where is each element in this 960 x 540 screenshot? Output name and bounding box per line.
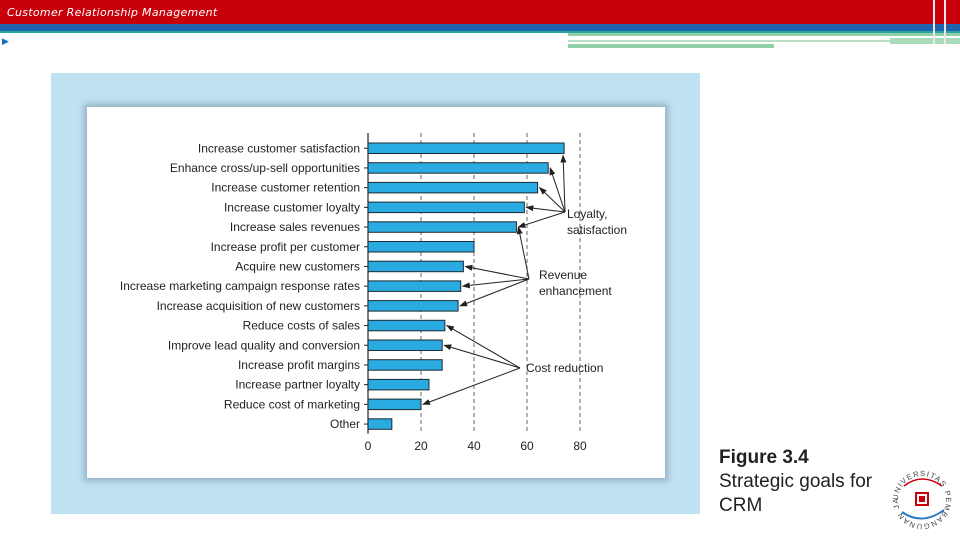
annotation-arrow [445,325,521,369]
bullet-arrow-icon: ▶ [2,36,9,46]
chart-card: Increase customer satisfaction Enhance cr… [87,107,665,478]
figure-number: Figure 3.4 [719,447,809,468]
annotation-arrow [525,205,566,213]
x-tick-label: 80 [573,439,587,453]
annotation-line: enhancement [539,284,612,298]
annotation-arrow [422,367,521,405]
header-teal-stripe [0,31,960,33]
bar [367,181,539,194]
figure-caption: Figure 3.4 Strategic goals for CRM [719,446,909,518]
annotation-arrow [517,211,566,228]
bar [367,418,393,430]
category-label: Increase profit margins [238,358,360,372]
annotation-line: Loyalty, [567,207,607,221]
annotation-arrow [459,278,530,307]
bar [367,201,525,214]
bar [367,378,430,391]
x-tick-label: 20 [414,439,428,453]
category-label: Increase partner loyalty [235,378,360,392]
bar [367,300,459,312]
category-label: Reduce cost of marketing [224,397,360,411]
annotation-arrow [538,186,566,213]
category-label: Enhance cross/up-sell opportunities [170,161,360,175]
x-tick-label: 0 [365,439,372,453]
annotation-line: Revenue [539,268,587,282]
category-label: Improve lead quality and conversion [168,338,360,352]
annotation-label: Cost reduction [526,361,603,375]
annotation-label: Loyalty, satisfaction [567,207,627,237]
header-blue-band [0,24,960,33]
bar-chart: Increase customer satisfaction Enhance cr… [120,133,627,453]
annotation-arrow [443,344,521,369]
decor-line [568,40,890,42]
bar [367,241,475,253]
bar [367,162,549,174]
decor-vertical-line [944,0,946,44]
category-label: Acquire new customers [235,259,360,273]
category-label: Increase marketing campaign response rat… [120,279,360,293]
decor-line [568,33,960,36]
figure-title: Strategic goals for CRM [719,471,873,516]
category-label: Increase sales revenues [230,220,360,234]
header-bar: Customer Relationship Management [0,0,960,24]
annotation-arrow [464,264,530,280]
decor-line [890,38,960,44]
bar [367,319,446,332]
category-label: Other [330,417,360,431]
category-label: Increase customer loyalty [224,200,360,214]
annotation-arrow [549,167,566,213]
annotation-arrow [461,278,530,289]
x-tick-label: 60 [520,439,534,453]
bar [367,398,422,411]
annotation-arrow [516,226,530,280]
bar [367,280,462,292]
annotation-label: Revenue enhancement [539,268,612,298]
category-label: Increase acquisition of new customers [157,299,360,313]
category-label: Increase customer satisfaction [198,141,360,155]
bar [367,359,443,371]
bar [367,221,517,233]
annotation-line: satisfaction [567,223,627,237]
decor-line [568,44,774,48]
decor-vertical-line [933,0,935,44]
presentation-title: Customer Relationship Management [7,6,218,19]
category-label: Increase profit per customer [211,240,360,254]
category-label: Reduce costs of sales [243,319,360,333]
category-label: Increase customer retention [211,181,360,195]
x-tick-label: 40 [467,439,481,453]
annotation-arrow [560,154,567,213]
bar [367,142,565,154]
annotation-line: Cost reduction [526,361,603,375]
university-logo: UNIVERSITAS PEMBANGUNAN JAYA [888,464,952,531]
bar [367,339,443,351]
bar [367,260,464,273]
